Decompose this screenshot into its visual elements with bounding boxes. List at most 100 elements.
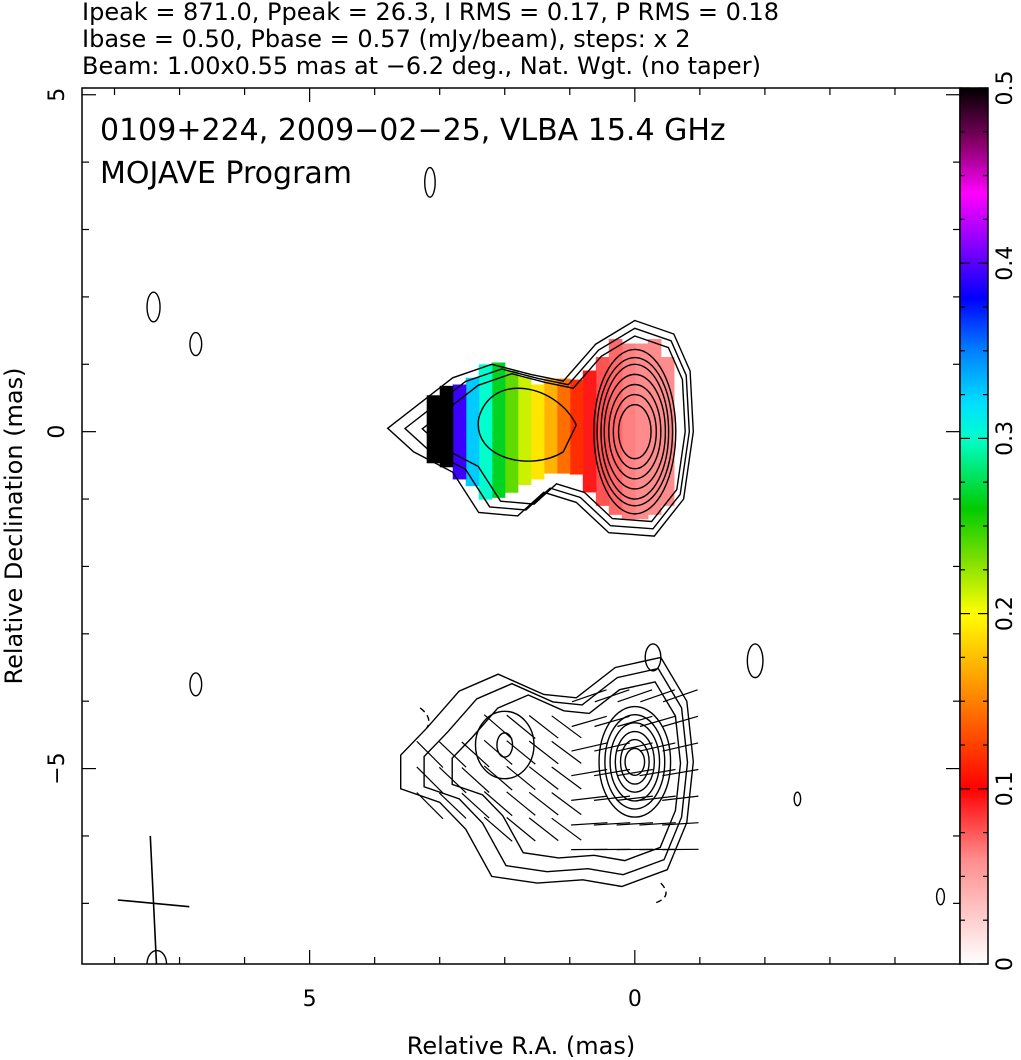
polarization-pixel xyxy=(595,357,610,372)
polarization-pixel xyxy=(517,417,532,432)
polarization-pixel xyxy=(647,460,662,475)
y-tick-label: −5 xyxy=(45,752,70,784)
polarization-pixel xyxy=(647,339,662,354)
evpa-tick xyxy=(528,766,559,790)
evpa-tick xyxy=(593,768,631,777)
evpa-tick xyxy=(551,715,582,739)
polarization-pixel xyxy=(647,446,662,461)
polarization-pixel xyxy=(569,379,584,394)
polarization-pixel xyxy=(647,500,662,515)
evpa-tick xyxy=(528,740,559,765)
evpa-tick xyxy=(617,715,653,728)
polarization-pixel xyxy=(595,478,610,493)
polarization-pixel xyxy=(491,483,506,498)
x-axis-label: Relative R.A. (mas) xyxy=(407,1032,635,1060)
polarization-pixel xyxy=(621,491,636,506)
evpa-tick xyxy=(571,689,607,703)
polarization-pixel xyxy=(426,408,441,423)
polarization-pixel xyxy=(595,424,610,439)
evpa-tick xyxy=(639,715,676,728)
polarization-pixel xyxy=(439,399,454,414)
polarization-pixel xyxy=(452,397,467,413)
polarization-pixel xyxy=(556,432,571,447)
polarization-pixel xyxy=(621,505,636,520)
header-line-2: Ibase = 0.50, Pbase = 0.57 (mJy/beam), s… xyxy=(82,25,691,53)
polarization-pixel xyxy=(556,405,571,420)
polarization-pixel xyxy=(504,478,519,493)
y-axis-label: Relative Declination (mas) xyxy=(0,367,28,684)
polarization-pixel xyxy=(478,418,493,433)
polarization-pixel xyxy=(660,424,675,439)
annotation-line-1: 0109+224, 2009−02−25, VLBA 15.4 GHz xyxy=(100,113,726,148)
polarization-pixel xyxy=(491,402,506,417)
polarization-pixel xyxy=(569,406,584,421)
evpa-tick xyxy=(483,816,513,842)
evpa-tick xyxy=(551,792,582,816)
polarization-pixel xyxy=(491,416,506,431)
polarization-pixel xyxy=(504,465,519,480)
polarization-pixel xyxy=(647,365,662,381)
polarization-pixel xyxy=(621,397,636,412)
polarization-pixel xyxy=(543,405,558,420)
evpa-tick xyxy=(616,768,653,777)
polarization-pixel xyxy=(582,437,597,453)
polarization-pixel xyxy=(517,457,532,472)
polarization-pixel xyxy=(530,438,545,453)
polarization-pixel xyxy=(517,376,532,391)
evpa-tick xyxy=(662,822,699,826)
evpa-tick xyxy=(639,742,676,752)
evpa-tick xyxy=(662,689,698,703)
polarization-pixel xyxy=(465,377,480,392)
polarization-pixel xyxy=(569,393,584,408)
polarization-pixel xyxy=(634,451,649,466)
noise-contour xyxy=(189,672,203,697)
polarization-pixel xyxy=(491,470,506,485)
polarization-pixel xyxy=(660,357,675,372)
polarization-pixel xyxy=(608,500,623,515)
polarization-pixel xyxy=(517,430,532,445)
beam-minor-axis xyxy=(117,899,190,908)
tick-labels: 5 0 5 0 −5 xyxy=(45,88,642,1012)
evpa-tick xyxy=(594,715,630,728)
polarization-pixel xyxy=(660,491,675,506)
polarization-pixel xyxy=(465,445,480,460)
evpa-tick xyxy=(528,791,559,816)
polarization-pixel xyxy=(621,410,636,425)
polarization-pixel xyxy=(530,451,545,466)
polarization-pixel xyxy=(634,424,649,439)
polarization-pixel xyxy=(491,443,506,458)
polarization-pixel xyxy=(530,465,545,480)
header-line-1: Ipeak = 871.0, Ppeak = 26.3, I RMS = 0.1… xyxy=(82,0,779,26)
polarization-pixel xyxy=(621,424,636,439)
evpa-tick xyxy=(416,766,444,794)
contour-line xyxy=(614,730,656,793)
polarization-pixel xyxy=(582,384,597,399)
contour-line xyxy=(598,705,672,818)
polarization-pixel xyxy=(569,420,584,435)
polarization-pixel xyxy=(439,439,454,454)
evpa-tick xyxy=(662,795,699,801)
polarization-pixel xyxy=(608,365,623,381)
polarization-pixel xyxy=(426,422,441,437)
colorbar-ticks xyxy=(960,87,988,965)
contour-line xyxy=(604,713,666,810)
contour-line xyxy=(609,722,661,802)
contour-line xyxy=(474,710,535,780)
noise-contour xyxy=(746,643,764,679)
evpa-tick xyxy=(571,768,608,777)
polarization-pixel xyxy=(491,429,506,444)
evpa-tick xyxy=(571,822,608,826)
noise-contour xyxy=(935,887,946,906)
negative-contour xyxy=(654,882,667,905)
evpa-tick xyxy=(662,742,699,752)
noise-contour xyxy=(146,291,161,323)
contour-line xyxy=(603,373,667,490)
contour-line xyxy=(477,387,578,462)
polarization-pixel xyxy=(439,412,454,427)
evpa-tick xyxy=(662,768,699,777)
polarization-pixel xyxy=(426,395,441,410)
polarization-pixel xyxy=(478,445,493,460)
polarization-pixel xyxy=(543,432,558,447)
polarization-pixel xyxy=(647,473,662,488)
evpa-tick xyxy=(640,689,675,703)
